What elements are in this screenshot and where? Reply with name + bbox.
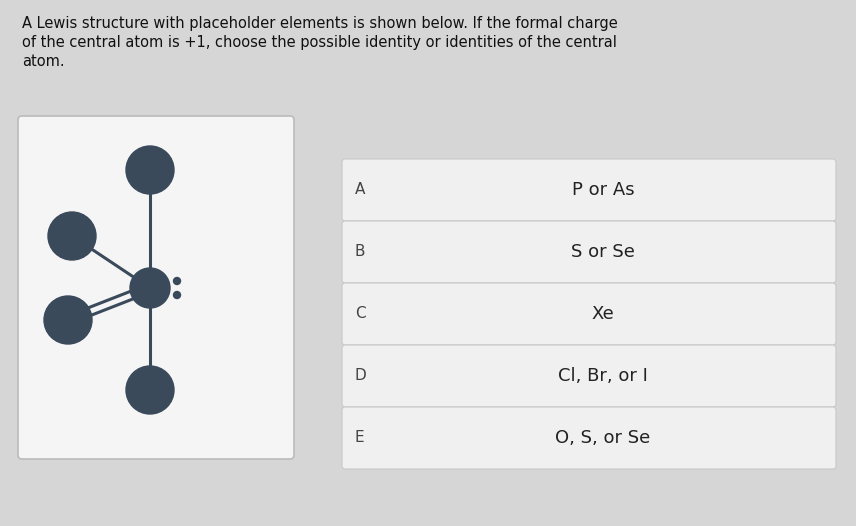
Text: S or Se: S or Se (571, 243, 635, 261)
Circle shape (44, 296, 92, 344)
Text: P or As: P or As (572, 181, 634, 199)
FancyBboxPatch shape (342, 221, 836, 283)
FancyBboxPatch shape (18, 116, 294, 459)
Text: A: A (355, 183, 366, 197)
Text: O, S, or Se: O, S, or Se (556, 429, 651, 447)
Text: of the central atom is +1, choose the possible identity or identities of the cen: of the central atom is +1, choose the po… (22, 35, 617, 50)
FancyBboxPatch shape (342, 345, 836, 407)
Circle shape (126, 146, 174, 194)
FancyBboxPatch shape (342, 407, 836, 469)
Text: A Lewis structure with placeholder elements is shown below. If the formal charge: A Lewis structure with placeholder eleme… (22, 16, 618, 31)
Text: D: D (355, 369, 366, 383)
Text: B: B (355, 245, 366, 259)
Circle shape (174, 278, 181, 285)
Text: Cl, Br, or I: Cl, Br, or I (558, 367, 648, 385)
Text: Xe: Xe (591, 305, 615, 323)
Text: C: C (355, 307, 366, 321)
Circle shape (174, 291, 181, 298)
Circle shape (130, 268, 170, 308)
Circle shape (126, 366, 174, 414)
FancyBboxPatch shape (342, 283, 836, 345)
FancyBboxPatch shape (342, 159, 836, 221)
Text: atom.: atom. (22, 54, 64, 69)
Text: E: E (355, 430, 365, 446)
Circle shape (48, 212, 96, 260)
